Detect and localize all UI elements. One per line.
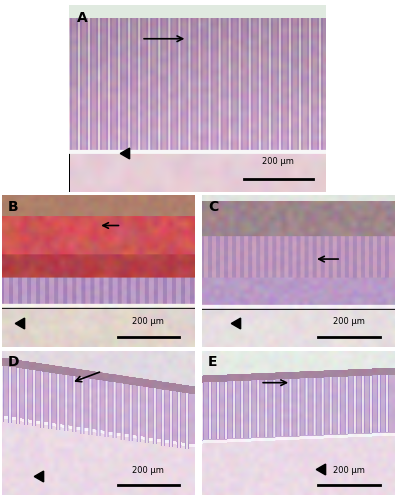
Text: 200 μm: 200 μm: [132, 317, 164, 326]
Text: 200 μm: 200 μm: [333, 466, 365, 475]
Text: D: D: [8, 356, 19, 370]
Text: C: C: [208, 200, 218, 213]
Text: B: B: [8, 200, 18, 213]
Text: 200 μm: 200 μm: [333, 317, 365, 326]
Text: E: E: [208, 356, 218, 370]
Text: 200 μm: 200 μm: [132, 466, 164, 475]
Text: A: A: [77, 10, 88, 24]
Text: 200 μm: 200 μm: [262, 157, 294, 166]
